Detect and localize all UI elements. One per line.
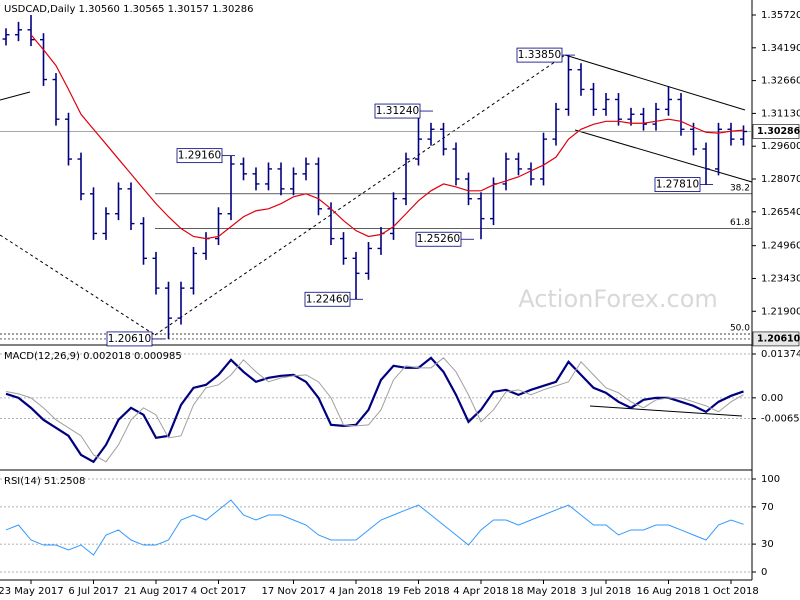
x-tick-label: 6 Jul 2017 — [68, 586, 118, 597]
x-tick-label: 23 May 2017 — [0, 586, 64, 597]
y-tick-label: 70 — [761, 502, 774, 513]
watermark: ActionForex.com — [518, 285, 718, 313]
y-tick-label: 1.23430 — [761, 273, 800, 284]
series-line — [5, 357, 744, 463]
trend-line — [0, 91, 31, 101]
y-tick-label: -0.006527 — [761, 414, 800, 425]
x-tick-label: 4 Jan 2018 — [329, 586, 383, 597]
series-line — [30, 34, 744, 240]
panel-title: USDCAD,Daily 1.30560 1.30565 1.30157 1.3… — [4, 4, 254, 15]
panel-title: MACD(12,26,9) 0.002018 0.000985 — [4, 351, 182, 362]
price-marker-label: 1.30286 — [757, 126, 800, 137]
y-tick-label: 1.26540 — [761, 207, 800, 218]
x-tick-label: 17 Nov 2017 — [261, 586, 325, 597]
y-tick-label: 30 — [761, 539, 774, 550]
price-label: 1.33850 — [518, 49, 561, 61]
series-line — [5, 499, 744, 556]
x-tick-label: 3 Jul 2018 — [581, 586, 631, 597]
fib-label: 50.0 — [730, 323, 750, 333]
y-tick-label: 1.32660 — [761, 76, 800, 87]
x-tick-label: 4 Apr 2018 — [453, 586, 508, 597]
price-label: 1.29160 — [178, 150, 221, 162]
y-tick-label: 1.35720 — [761, 10, 800, 21]
y-tick-label: 1.31130 — [761, 108, 800, 119]
price-marker-box — [752, 124, 800, 139]
fib-label: 38.2 — [730, 183, 750, 193]
series-line — [5, 356, 744, 464]
y-tick-label: 1.34190 — [761, 43, 800, 54]
y-tick-label: 0 — [761, 567, 767, 578]
x-tick-label: 16 Aug 2018 — [636, 586, 700, 597]
x-tick-label: 21 Aug 2017 — [124, 586, 188, 597]
trend-line — [154, 54, 566, 336]
x-tick-label: 1 Oct 2018 — [703, 586, 758, 597]
x-tick-label: 18 May 2018 — [511, 586, 576, 597]
channel-line — [574, 129, 753, 183]
price-marker-box — [752, 331, 800, 347]
price-label: 1.27810 — [656, 179, 699, 191]
y-tick-label: 0.013749 — [761, 349, 800, 360]
x-tick-label: 19 Feb 2018 — [387, 586, 449, 597]
panel-title: RSI(14) 51.2508 — [4, 476, 85, 487]
price-marker-label: 1.20610 — [757, 333, 800, 344]
price-label: 1.22460 — [306, 293, 349, 305]
y-tick-label: 1.29600 — [761, 141, 800, 152]
price-label: 1.25260 — [417, 233, 460, 245]
x-tick-label: 4 Oct 2017 — [191, 586, 246, 597]
channel-line — [564, 54, 746, 111]
y-tick-label: 1.21900 — [761, 306, 800, 317]
price-label: 1.20610 — [108, 333, 151, 345]
y-tick-label: 1.28070 — [761, 174, 800, 185]
price-label: 1.31240 — [376, 105, 419, 117]
y-tick-label: 0.00 — [761, 393, 783, 404]
y-tick-label: 1.24960 — [761, 241, 800, 252]
y-tick-label: 100 — [761, 474, 780, 485]
fib-label: 61.8 — [730, 218, 750, 228]
trend-line — [0, 234, 156, 336]
macd-trend-line — [589, 405, 743, 417]
